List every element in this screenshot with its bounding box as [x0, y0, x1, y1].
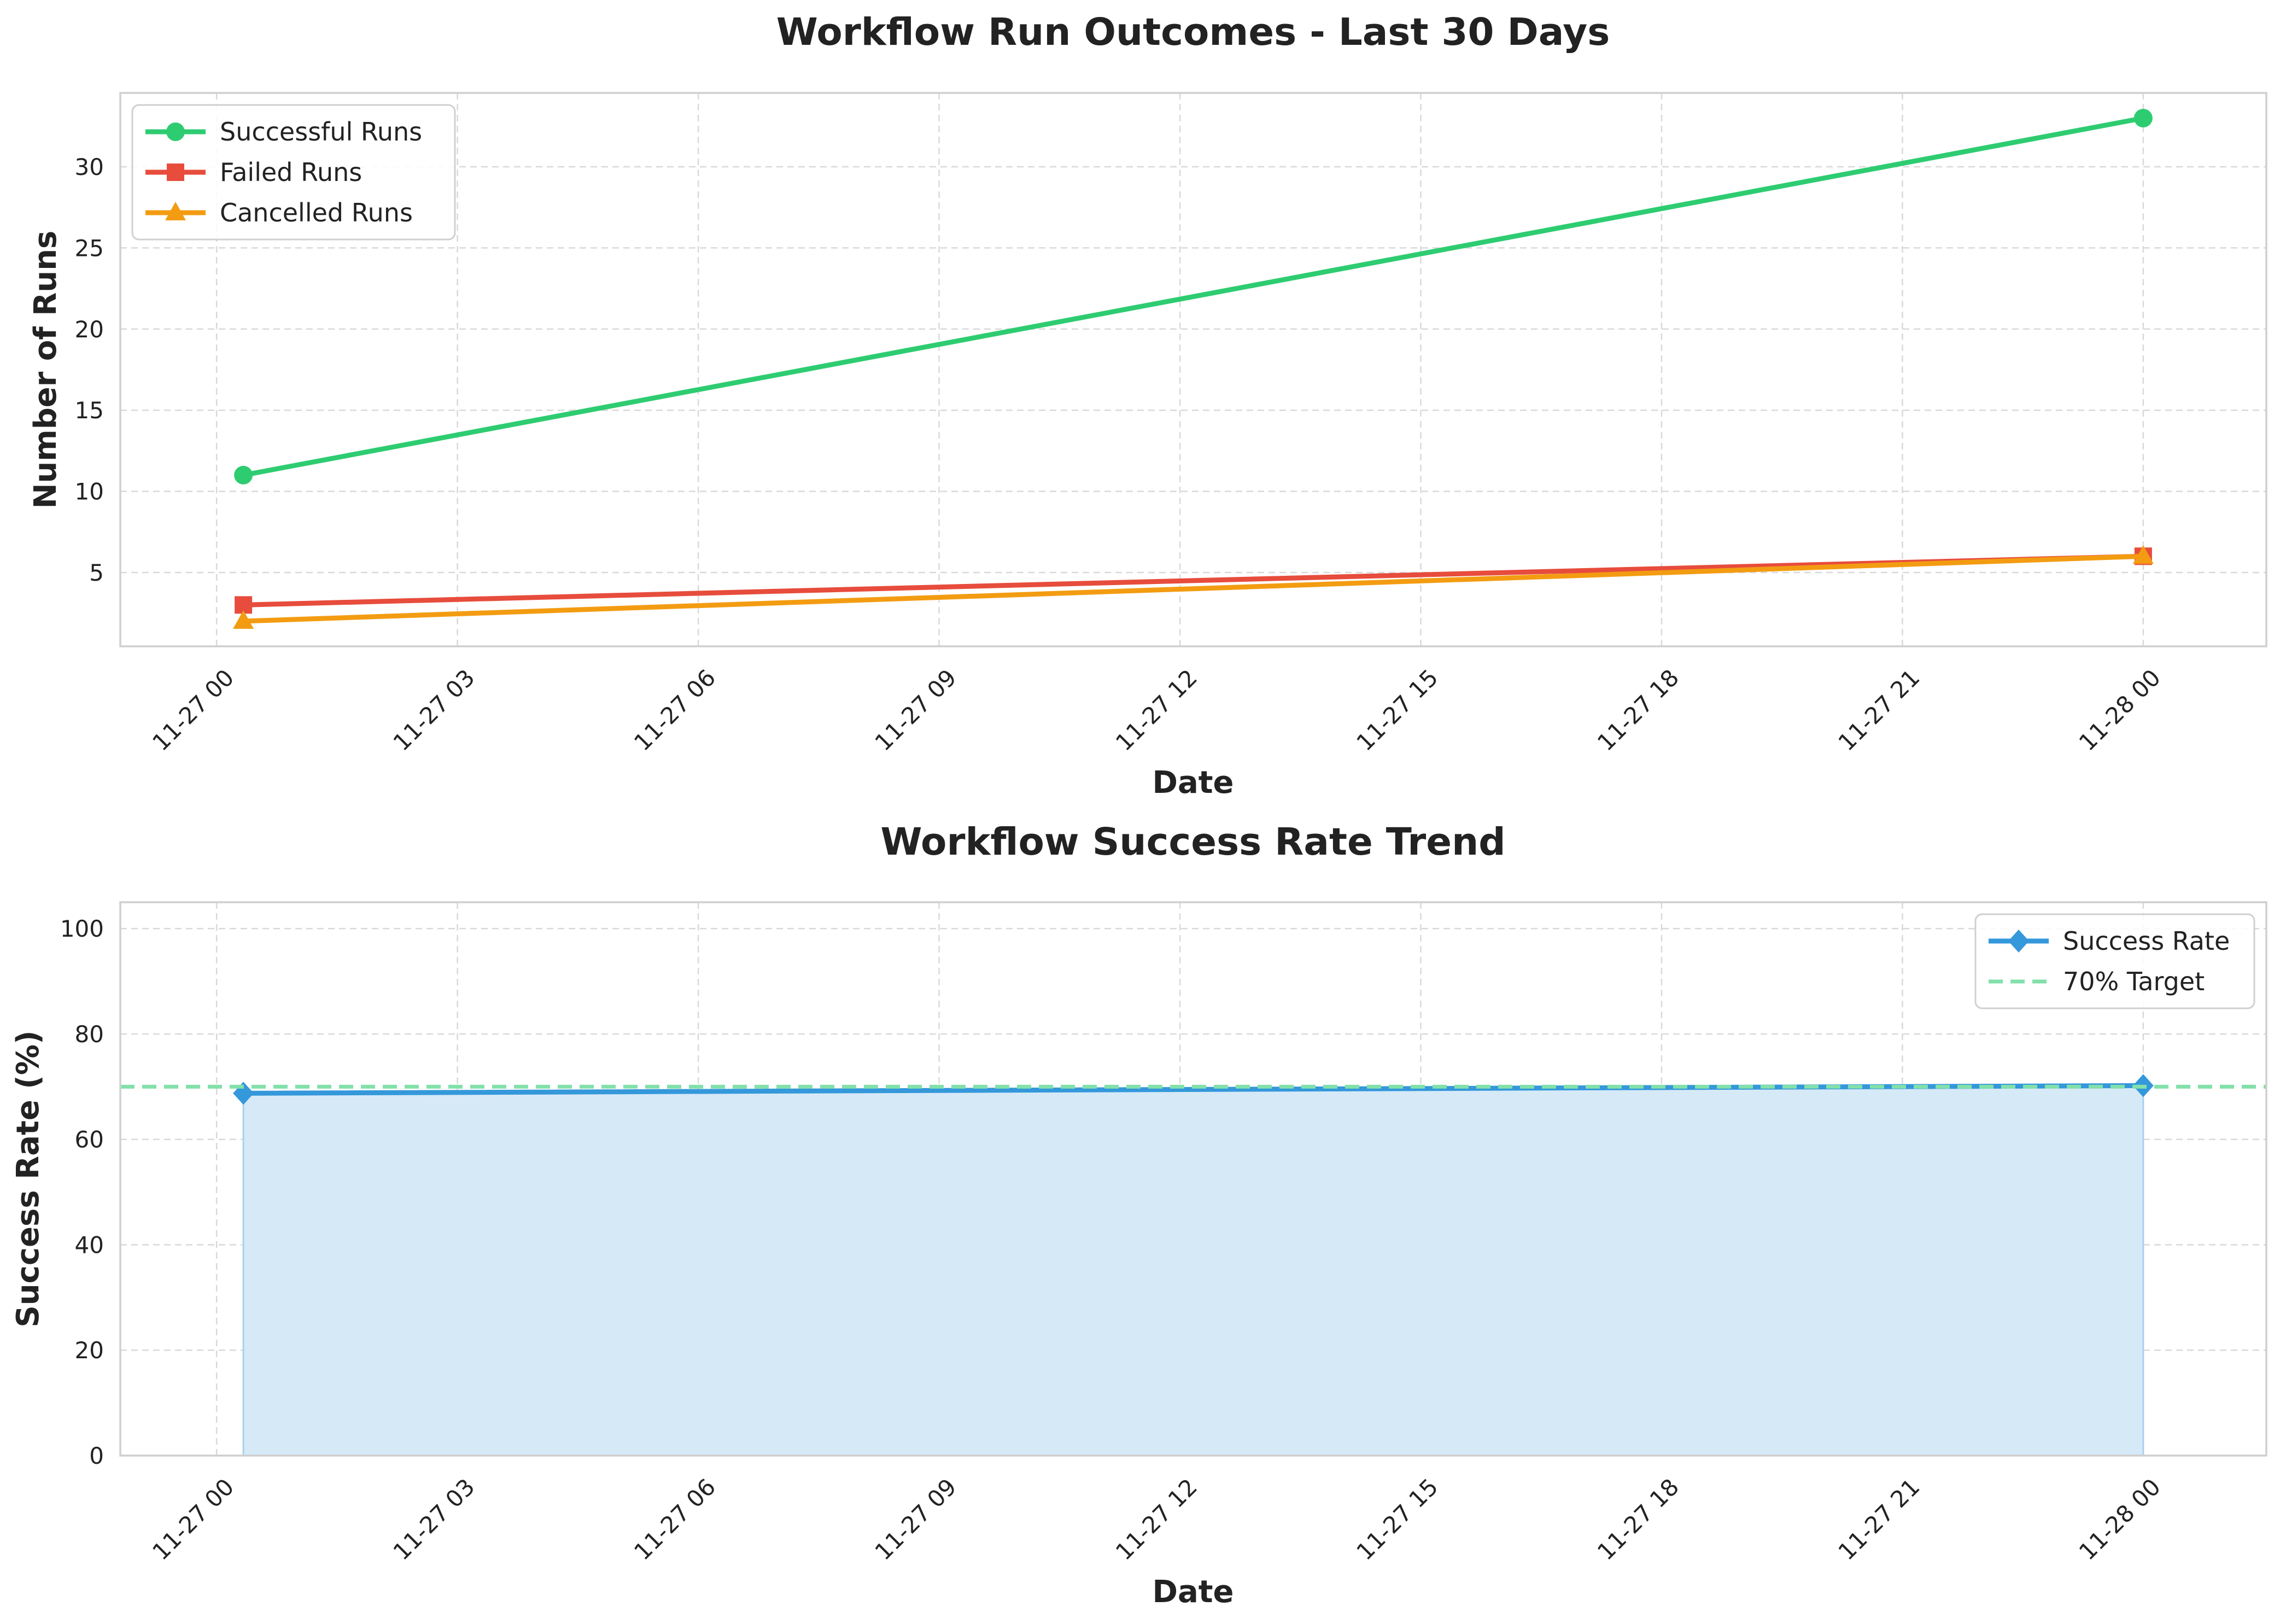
- y-tick-label: 80: [75, 1021, 104, 1048]
- success-rate-area-fill: [242, 1084, 2144, 1457]
- x-tick-label: 11-27 18: [1592, 1473, 1684, 1565]
- y-tick-label: 5: [89, 559, 104, 586]
- x-tick-label: 11-27 09: [870, 664, 962, 756]
- chart-2-legend: Success Rate 70% Target: [1974, 913, 2255, 1009]
- data-point-marker: [234, 465, 253, 484]
- y-tick-label: 10: [75, 478, 104, 505]
- y-tick-label: 30: [75, 154, 104, 180]
- x-tick-label: 11-27 12: [1110, 664, 1202, 756]
- chart-2-y-ticks: 0 20 40 60 80 100: [60, 915, 104, 1469]
- chart-1-x-axis-label: Date: [1152, 765, 1233, 801]
- x-tick-label: 11-27 21: [1833, 1473, 1925, 1565]
- x-tick-label: 11-27 12: [1110, 1473, 1202, 1565]
- data-point-marker: [2133, 109, 2153, 127]
- legend-box: [131, 104, 456, 241]
- chart-1-y-axis-label: Number of Runs: [28, 231, 63, 509]
- x-tick-label: 11-27 09: [870, 1473, 962, 1565]
- x-tick-label: 11-27 18: [1592, 664, 1684, 756]
- chart-1-x-ticks: 11-27 00 11-27 03 11-27 06 11-27 09 11-27 12…: [147, 664, 2166, 756]
- chart-2-y-axis-label: Success Rate (%): [10, 1030, 46, 1327]
- chart-1-legend: Successful Runs Failed Runs Cancelled Runs: [131, 104, 456, 241]
- y-tick-label: 40: [75, 1231, 104, 1258]
- x-tick-label: 11-27 06: [629, 664, 721, 756]
- chart-2-title: Workflow Success Rate Trend: [880, 820, 1505, 864]
- legend-label: Failed Runs: [220, 157, 362, 187]
- chart-2-x-axis-label: Date: [1152, 1574, 1233, 1610]
- chart-1-frame: [119, 92, 2267, 647]
- y-tick-label: 100: [60, 915, 104, 942]
- legend-label: Successful Runs: [220, 117, 422, 147]
- x-tick-label: 11-28 00: [2074, 1473, 2166, 1565]
- chart-2-series: [120, 1074, 2266, 1457]
- y-tick-label: 20: [75, 1337, 104, 1364]
- y-tick-label: 15: [75, 397, 104, 424]
- chart-2-frame: [119, 901, 2267, 1457]
- legend-marker: [166, 122, 185, 141]
- series-line-failed-runs: [241, 553, 2146, 607]
- chart-1-y-ticks: 5 10 15 20 25 30: [75, 154, 104, 586]
- chart-1-series: [233, 109, 2154, 629]
- x-tick-label: 11-27 21: [1833, 664, 1925, 756]
- chart-1-gridlines: [120, 93, 2266, 646]
- data-point-marker: [2132, 545, 2154, 564]
- legend-label: Cancelled Runs: [220, 198, 413, 227]
- x-tick-label: 11-27 15: [1351, 664, 1443, 756]
- x-tick-label: 11-27 06: [629, 1473, 721, 1565]
- y-tick-label: 60: [75, 1126, 104, 1153]
- legend-marker: [2008, 930, 2029, 953]
- legend-marker: [165, 202, 186, 220]
- x-tick-label: 11-27 00: [147, 664, 239, 756]
- legend-label: 70% Target: [2063, 967, 2205, 996]
- x-tick-label: 11-27 00: [147, 1473, 239, 1565]
- x-tick-label: 11-27 03: [388, 664, 480, 756]
- data-point-marker: [233, 610, 254, 629]
- chart-2-x-ticks: 11-27 00 11-27 03 11-27 06 11-27 09 11-27 12…: [147, 1473, 2166, 1565]
- chart-1-title: Workflow Run Outcomes - Last 30 Days: [776, 10, 1610, 54]
- x-tick-label: 11-27 03: [388, 1473, 480, 1565]
- series-line-successful-runs: [241, 115, 2146, 478]
- series-line-cancelled-runs: [241, 553, 2146, 624]
- y-tick-label: 25: [75, 235, 104, 261]
- legend-label: Success Rate: [2063, 926, 2230, 956]
- y-tick-label: 0: [89, 1442, 104, 1469]
- legend-marker: [167, 163, 184, 181]
- y-tick-label: 20: [75, 316, 104, 343]
- x-tick-label: 11-28 00: [2074, 664, 2166, 756]
- legend-box: [1974, 913, 2255, 1009]
- x-tick-label: 11-27 15: [1351, 1473, 1443, 1565]
